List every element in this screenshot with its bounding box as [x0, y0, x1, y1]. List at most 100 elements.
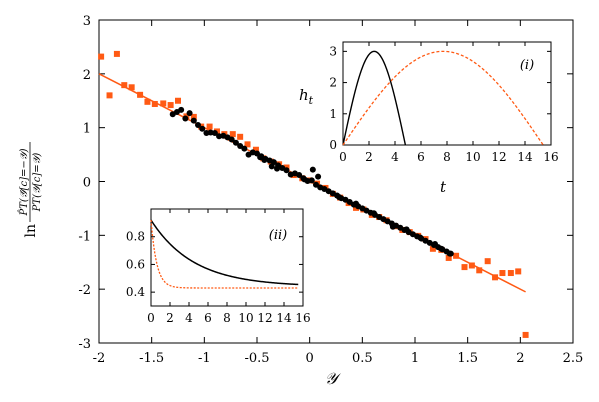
inset-ii-panel-label: (ii)	[269, 228, 287, 243]
inset-i-frame	[342, 41, 552, 146]
circle-data-point	[353, 200, 360, 207]
inset-i-y-label-main: h	[299, 86, 309, 104]
inset-y-tick-label: 0.6	[126, 257, 145, 271]
main-x-tick-label: 1.5	[457, 351, 478, 366]
inset-i-ticks	[342, 42, 552, 146]
main-x-tick-label: 2	[516, 351, 524, 366]
square-data-point	[453, 252, 460, 259]
circle-data-point	[199, 125, 206, 132]
circle-data-point	[182, 115, 189, 122]
square-data-point	[160, 100, 167, 107]
inset-ii: 0 2 4 6 8 10 12 14 16 0.4 0.6 0.8 (ii)	[126, 208, 311, 325]
circle-data-point	[178, 106, 185, 113]
inset-x-tick-label: 0	[339, 150, 347, 164]
circle-data-point	[283, 167, 290, 174]
inset-ii-ticks	[150, 209, 304, 306]
inset-x-tick-label: 2	[365, 150, 373, 164]
inset-x-tick-label: 16	[295, 311, 310, 325]
circle-data-point	[432, 240, 439, 247]
circle-data-point	[190, 117, 197, 124]
main-y-tick-label: -2	[78, 283, 91, 298]
square-data-point	[190, 113, 197, 120]
square-data-point	[167, 102, 174, 109]
circle-data-point	[417, 234, 424, 241]
square-data-point	[206, 123, 213, 130]
circle-data-point	[308, 177, 315, 184]
inset-x-tick-label: 8	[223, 311, 231, 325]
square-data-point	[106, 92, 113, 99]
square-data-point	[244, 141, 251, 148]
inset-i-x-label: t	[440, 178, 447, 196]
inset-ii-black-curve	[150, 219, 299, 286]
square-data-point	[151, 100, 158, 107]
inset-i-y-label-sub: t	[309, 94, 314, 107]
square-data-point	[515, 268, 522, 275]
inset-y-tick-label: 2	[329, 76, 337, 90]
main-x-tick-label: 2.5	[563, 351, 584, 366]
square-data-point	[468, 262, 475, 269]
circle-data-point	[186, 110, 193, 117]
square-data-point	[121, 82, 128, 89]
square-data-point	[252, 146, 259, 153]
square-data-point	[113, 50, 120, 57]
inset-i-y-label: ht	[299, 86, 314, 107]
y-axis-label-prefix: ln	[23, 224, 39, 238]
circle-data-point	[261, 156, 268, 163]
main-ticks	[98, 19, 574, 344]
inset-x-tick-label: 6	[417, 150, 425, 164]
circle-data-point	[336, 194, 343, 201]
main-y-tick-label: -1	[78, 229, 91, 244]
circle-data-point	[309, 166, 316, 173]
inset-ii-frame	[150, 208, 304, 307]
circle-data-point	[438, 245, 445, 252]
circle-data-point	[211, 130, 218, 137]
square-data-point	[175, 97, 181, 104]
inset-y-tick-label: 1	[329, 107, 337, 121]
inset-y-tick-label: 0.4	[126, 285, 145, 299]
circle-data-point	[274, 165, 281, 172]
main-y-tick-label: -3	[78, 337, 91, 352]
square-data-point	[445, 254, 452, 261]
inset-x-tick-label: 16	[543, 150, 558, 164]
square-data-point	[492, 274, 499, 281]
circle-data-point	[370, 210, 377, 217]
main-y-tick-label: 3	[83, 14, 91, 29]
inset-x-tick-label: 12	[257, 311, 272, 325]
square-data-point	[144, 98, 151, 105]
circle-data-point	[389, 223, 396, 230]
circle-data-point	[268, 163, 275, 170]
y-axis-label-denominator: PT(𝒴[c]=𝒴)	[32, 153, 43, 213]
circle-data-point	[232, 139, 239, 146]
inset-x-tick-label: 10	[238, 311, 253, 325]
square-data-point	[128, 84, 135, 91]
circle-data-point	[296, 172, 303, 179]
circle-data-point	[301, 176, 308, 183]
square-data-point	[507, 270, 514, 277]
inset-x-tick-label: 0	[147, 311, 155, 325]
inset-i-orange-curve	[342, 50, 544, 146]
y-axis-label: ln P̂T(𝒴̂[c]=−𝒴) PT(𝒴[c]=𝒴)	[18, 142, 43, 238]
main-x-tick-label: 0.5	[352, 351, 373, 366]
square-data-point	[237, 133, 244, 140]
inset-x-tick-label: 6	[204, 311, 212, 325]
inset-x-tick-label: 10	[465, 150, 480, 164]
main-y-tick-label: 1	[83, 122, 91, 137]
main-x-tick-label: 0	[306, 351, 314, 366]
square-data-point	[476, 267, 483, 274]
circle-data-point	[195, 121, 202, 128]
square-data-point	[98, 53, 105, 60]
inset-i-black-curve	[342, 50, 407, 146]
inset-ii-tick-labels: 0 2 4 6 8 10 12 14 16 0.4 0.6 0.8	[126, 230, 311, 325]
square-data-point	[429, 245, 436, 252]
x-axis-label: 𝒴	[325, 369, 342, 388]
inset-y-tick-label: 0	[329, 138, 337, 152]
circle-data-point	[446, 250, 453, 257]
square-data-point	[484, 258, 491, 265]
main-x-tick-label: 1	[411, 351, 419, 366]
main-x-tick-label: -2	[93, 351, 106, 366]
inset-y-tick-label: 0.8	[126, 230, 145, 244]
inset-x-tick-label: 12	[491, 150, 506, 164]
